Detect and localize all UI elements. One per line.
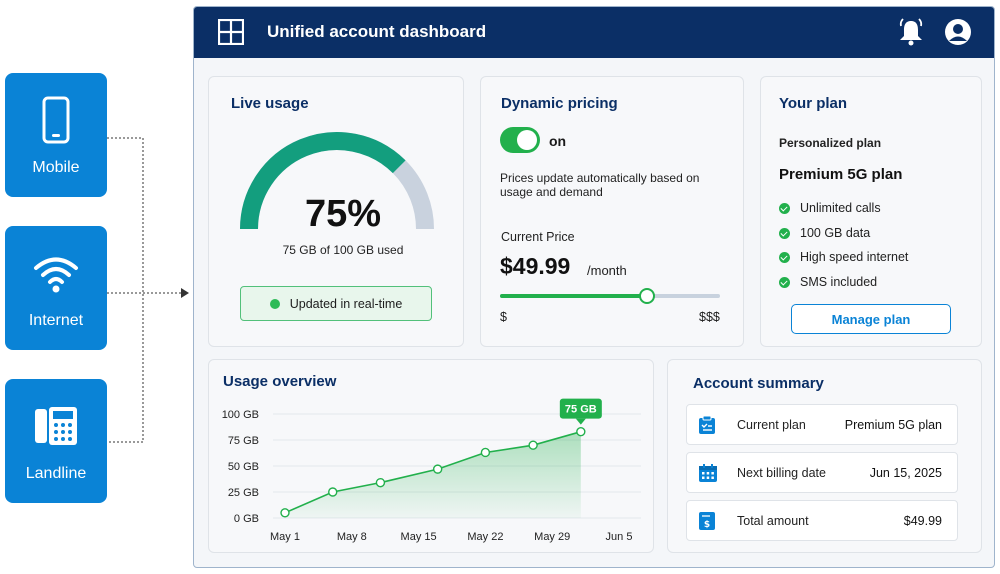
y-tick-label: 50 GB: [228, 461, 259, 473]
y-tick-label: 0 GB: [234, 513, 259, 525]
card-title: Live usage: [231, 95, 309, 112]
plan-name: Premium 5G plan: [779, 166, 903, 183]
slider-fill: [500, 294, 648, 298]
x-tick-label: May 8: [337, 531, 367, 543]
user-icon[interactable]: [944, 18, 972, 51]
summary-value: Premium 5G plan: [844, 418, 942, 432]
calendar-icon: [698, 463, 718, 488]
data-point: [576, 426, 586, 437]
usage-overview-card: Usage overview 100 GB 75 GB 50 GB 25 GB 0 GB…: [208, 359, 654, 553]
card-title: Dynamic pricing: [501, 95, 618, 112]
slider-min-label: $: [500, 310, 507, 324]
callout-label: 75 GB: [565, 404, 597, 416]
usage-chart: 100 GB 75 GB 50 GB 25 GB 0 GB May 1 May 8 May 1…: [222, 398, 641, 543]
pricing-description: Prices update automatically based on usa…: [500, 171, 700, 199]
status-dot-icon: [269, 298, 280, 309]
card-title: Your plan: [779, 95, 848, 112]
account-summary-card: Account summary Current plan Premium 5G …: [667, 359, 982, 553]
service-tile-internet[interactable]: Internet: [5, 226, 107, 350]
summary-label: Current plan: [737, 418, 806, 432]
invoice-icon: $: [698, 511, 716, 536]
callout-badge: [559, 398, 602, 419]
dynamic-pricing-card: Dynamic pricing on Prices update automat…: [480, 76, 744, 347]
live-usage-card: Live usage 75% 75 GB of 100 GB used Upda…: [208, 76, 464, 347]
summary-label: Total amount: [737, 514, 809, 528]
clipboard-icon: [698, 415, 716, 440]
feature-label: Unlimited calls: [800, 201, 881, 215]
price-slider[interactable]: [500, 288, 720, 304]
app-grid-icon[interactable]: [217, 18, 245, 50]
plan-feature: High speed internet: [779, 250, 908, 264]
plan-kind: Personalized plan: [779, 136, 882, 150]
data-point: [375, 477, 386, 488]
svg-text:$: $: [704, 520, 710, 530]
area-fill: [285, 431, 581, 518]
toggle-knob: [517, 130, 537, 150]
chart-title: Usage overview: [223, 373, 337, 390]
y-tick-label: 75 GB: [228, 435, 259, 447]
connector-lines: [107, 137, 189, 443]
badge-label: Updated in real-time: [289, 296, 403, 311]
plan-feature: SMS included: [779, 275, 877, 289]
x-tick-label: May 1: [270, 531, 300, 543]
service-label: Mobile: [32, 159, 80, 176]
data-point: [480, 447, 491, 458]
summary-value: $49.99: [903, 514, 942, 528]
realtime-badge: Updated in real-time: [240, 286, 432, 321]
data-point: [432, 464, 443, 474]
usage-gauge: [240, 132, 434, 230]
header-bar: Unified account dashboard: [194, 7, 994, 58]
x-tick-label: Jun 5: [606, 531, 633, 543]
your-plan-card: Your plan Personalized plan Premium 5G p…: [760, 76, 982, 347]
feature-label: SMS included: [800, 275, 878, 289]
slider-handle[interactable]: [639, 288, 656, 304]
plan-feature: Unlimited calls: [779, 201, 881, 215]
summary-value: Jun 15, 2025: [869, 466, 942, 480]
summary-row-billing-date[interactable]: Next billing date Jun 15, 2025: [686, 452, 958, 493]
pricing-toggle[interactable]: [500, 127, 540, 153]
usage-percent: 75%: [304, 193, 382, 235]
smartphone-icon: [5, 95, 107, 145]
x-tick-label: May 29: [534, 531, 570, 543]
wifi-icon: [5, 248, 107, 298]
card-title: Account summary: [693, 375, 824, 392]
service-tile-mobile[interactable]: Mobile: [5, 73, 107, 197]
summary-row-current-plan[interactable]: Current plan Premium 5G plan: [686, 404, 958, 445]
dashboard-window: Unified account dashboard Live usage 75%…: [193, 6, 995, 568]
page-title: Unified account dashboard: [267, 22, 487, 41]
service-label: Internet: [28, 312, 84, 329]
x-tick-label: May 22: [467, 531, 503, 543]
service-label: Landline: [25, 465, 87, 482]
toggle-label: on: [549, 133, 567, 149]
arrow-icon: [181, 288, 189, 298]
plan-feature: 100 GB data: [779, 226, 870, 240]
feature-label: High speed internet: [800, 250, 909, 264]
y-tick-label: 25 GB: [228, 487, 259, 499]
bell-icon[interactable]: [898, 18, 924, 51]
current-price: $49.99: [500, 253, 571, 279]
feature-label: 100 GB data: [800, 226, 871, 240]
summary-label: Next billing date: [737, 466, 826, 480]
service-tile-landline[interactable]: Landline: [5, 379, 107, 503]
current-price-label: Current Price: [501, 230, 575, 244]
data-point: [528, 440, 538, 450]
summary-row-total-amount[interactable]: $ Total amount $49.99: [686, 500, 958, 541]
check-icon: [779, 276, 790, 288]
slider-max-label: $$$: [699, 310, 720, 324]
y-tick-label: 100 GB: [222, 409, 259, 421]
check-icon: [779, 251, 790, 263]
manage-plan-button[interactable]: Manage plan: [791, 304, 951, 334]
usage-detail: 75 GB of 100 GB used: [282, 243, 404, 257]
data-point: [280, 508, 290, 518]
callout-pointer: [575, 418, 586, 425]
x-tick-label: May 15: [401, 531, 437, 543]
check-icon: [779, 202, 790, 214]
check-icon: [779, 227, 790, 239]
gauge-fill: [240, 132, 406, 230]
desk-phone-icon: [5, 401, 107, 451]
price-unit: /month: [587, 263, 627, 278]
data-point: [328, 487, 338, 497]
